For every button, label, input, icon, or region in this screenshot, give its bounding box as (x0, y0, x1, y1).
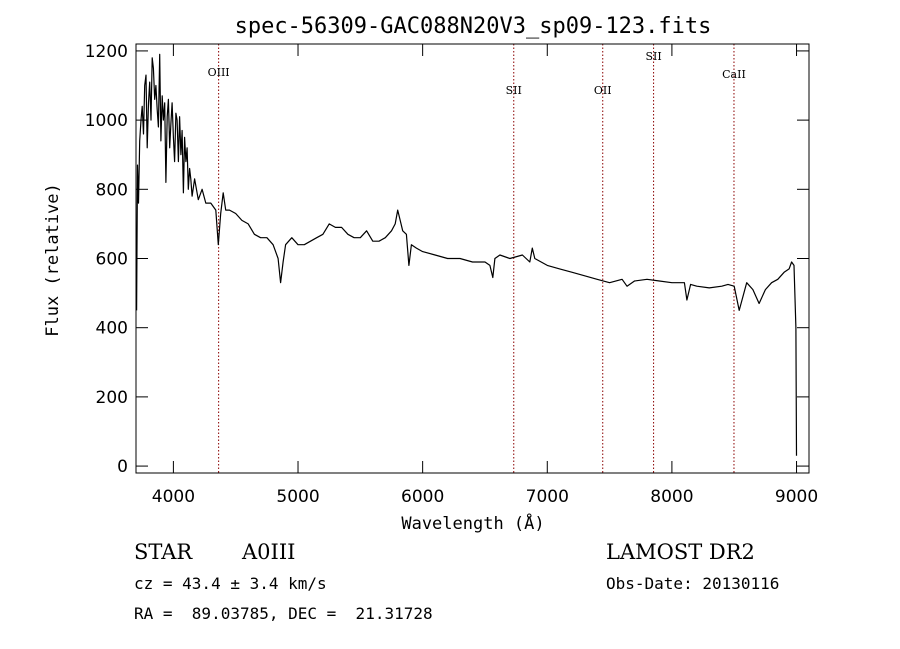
axis-ticks-layer: 4000 5000 6000 7000 8000 9000 0 200 400 600 800 100… (85, 42, 818, 507)
coordinates: RA = 89.03785, DEC = 21.31728 (134, 604, 433, 623)
y-tick-label: 200 (96, 388, 128, 408)
object-class: STAR (134, 540, 193, 564)
x-tick-label: 6000 (401, 487, 444, 507)
spectral-line-label: SII (506, 84, 522, 97)
x-axis-label: Wavelength (Å) (401, 512, 544, 534)
plot-frame (135, 43, 810, 474)
spectral-line-label: OIII (208, 66, 230, 79)
y-tick-label: 1200 (85, 42, 128, 62)
object-subclass: A0III (242, 540, 296, 564)
x-tick-label: 9000 (775, 487, 818, 507)
spectral-line-label: SII (645, 50, 661, 63)
chart-title: spec-56309-GAC088N20V3_sp09-123.fits (235, 14, 712, 39)
spectrum-line (136, 53, 798, 456)
spectral-lines-layer: OIII SII OII SII CaII (208, 44, 746, 473)
survey-name: LAMOST DR2 (606, 540, 755, 564)
y-tick-label: 400 (96, 319, 128, 339)
spectrum-layer (136, 53, 798, 456)
y-tick-label: 1000 (85, 111, 128, 131)
x-tick-label: 4000 (152, 487, 195, 507)
redshift-cz: cz = 43.4 ± 3.4 km/s (134, 574, 327, 593)
x-tick-label: 5000 (276, 487, 319, 507)
x-tick-label: 8000 (650, 487, 693, 507)
y-tick-label: 0 (117, 457, 128, 477)
x-tick-label: 7000 (526, 487, 569, 507)
y-tick-label: 800 (96, 180, 128, 200)
spectral-line-label: CaII (722, 68, 746, 81)
spectral-line-label: OII (594, 84, 612, 97)
obs-date: Obs-Date: 20130116 (606, 574, 780, 593)
y-axis-label: Flux (relative) (43, 183, 63, 337)
y-tick-label: 600 (96, 250, 128, 270)
